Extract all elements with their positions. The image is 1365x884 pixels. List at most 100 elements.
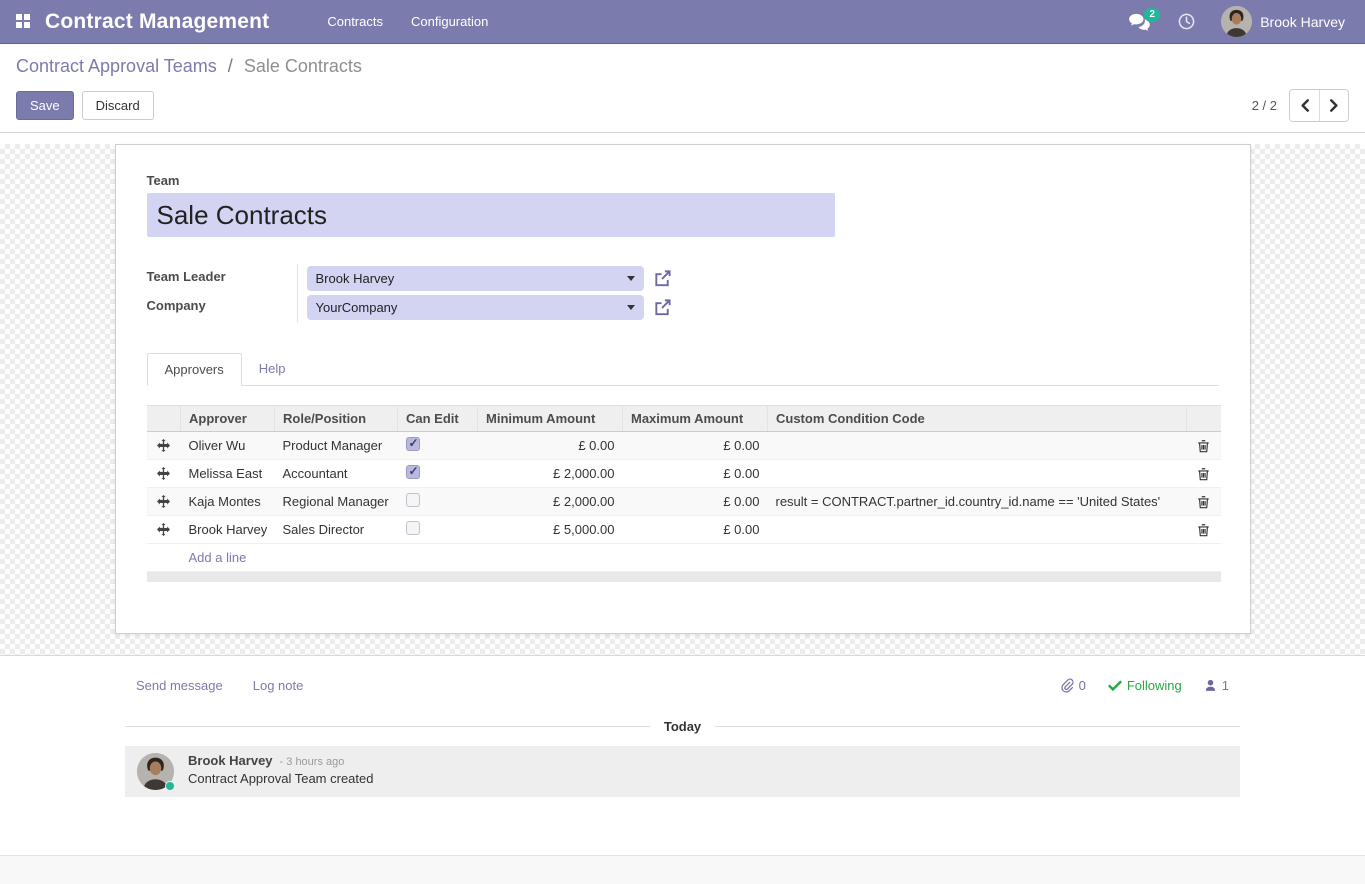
condition-code-cell[interactable]: [767, 515, 1187, 544]
min-amount-cell[interactable]: £ 2,000.00: [477, 487, 623, 516]
can-edit-cell: [397, 431, 478, 460]
role-column-header[interactable]: Role/Position: [274, 405, 398, 432]
check-icon: [1107, 679, 1122, 692]
role-cell[interactable]: Accountant: [274, 459, 398, 488]
can-edit-checkbox[interactable]: [405, 521, 420, 535]
can-edit-checkbox[interactable]: [405, 464, 420, 479]
add-line-row: Add a line: [146, 543, 1221, 572]
team-leader-external-link-icon[interactable]: [653, 269, 672, 288]
min-amount-cell[interactable]: £ 5,000.00: [477, 515, 623, 544]
can-edit-cell: [397, 487, 478, 516]
app-title[interactable]: Contract Management: [45, 9, 270, 33]
messages-count-badge: 2: [1144, 7, 1161, 22]
condition-code-column-header[interactable]: Custom Condition Code: [767, 405, 1187, 432]
approver-cell[interactable]: Kaja Montes: [180, 487, 275, 516]
messages-menu-button[interactable]: 2: [1116, 5, 1162, 39]
chevron-left-icon: [1299, 99, 1310, 112]
form-background: Team Team Leader Brook Harvey Company: [0, 144, 1365, 656]
activities-menu-button[interactable]: [1166, 5, 1207, 38]
menu-contracts[interactable]: Contracts: [327, 14, 383, 29]
apps-menu-icon[interactable]: [16, 14, 31, 29]
table-header-row: Approver Role/Position Can Edit Minimum …: [146, 405, 1221, 432]
pager-value: 2 / 2: [1251, 98, 1277, 113]
delete-row-icon[interactable]: [1186, 459, 1221, 488]
max-amount-cell[interactable]: £ 0.00: [622, 459, 768, 488]
breadcrumb: Contract Approval Teams / Sale Contracts: [16, 56, 1349, 77]
chevron-down-icon: [626, 276, 635, 281]
approver-cell[interactable]: Melissa East: [180, 459, 275, 488]
chatter: Send message Log note 0 Following 1: [125, 656, 1241, 797]
form-sheet: Team Team Leader Brook Harvey Company: [114, 144, 1251, 634]
attachments-count: 0: [1078, 678, 1086, 693]
followers-button[interactable]: 1: [1204, 678, 1229, 693]
max-amount-cell[interactable]: £ 0.00: [622, 431, 768, 460]
pager-previous-button[interactable]: [1290, 90, 1319, 121]
tab-approvers[interactable]: Approvers: [146, 353, 242, 386]
chevron-right-icon: [1329, 99, 1340, 112]
notebook-tabs: Approvers Help: [146, 352, 1219, 386]
delete-row-icon[interactable]: [1186, 487, 1221, 516]
condition-code-cell[interactable]: [767, 459, 1187, 488]
log-note-button[interactable]: Log note: [252, 678, 304, 693]
min-amount-cell[interactable]: £ 0.00: [477, 431, 623, 460]
drag-handle-icon[interactable]: [146, 515, 181, 544]
save-button[interactable]: Save: [16, 91, 74, 120]
user-menu-button[interactable]: Brook Harvey: [1211, 2, 1351, 41]
min-amount-cell[interactable]: £ 2,000.00: [477, 459, 623, 488]
person-icon: [1204, 679, 1217, 692]
team-leader-value: Brook Harvey: [315, 271, 395, 286]
max-amount-cell[interactable]: £ 0.00: [622, 515, 768, 544]
breadcrumb-current: Sale Contracts: [243, 56, 362, 76]
drag-handle-icon[interactable]: [146, 459, 181, 488]
role-cell[interactable]: Sales Director: [274, 515, 398, 544]
can-edit-checkbox[interactable]: [405, 493, 420, 507]
can-edit-cell: [397, 515, 478, 544]
paperclip-icon: [1060, 678, 1074, 693]
drag-handle-icon[interactable]: [146, 487, 181, 516]
message-timestamp: - 3 hours ago: [279, 756, 345, 768]
table-footer-bar: [146, 572, 1221, 582]
company-external-link-icon[interactable]: [653, 298, 672, 317]
tab-help[interactable]: Help: [258, 361, 286, 376]
team-field-label: Team: [146, 173, 180, 188]
add-a-line-link[interactable]: Add a line: [188, 550, 247, 565]
following-button[interactable]: Following: [1107, 678, 1182, 693]
discard-button[interactable]: Discard: [81, 91, 154, 120]
delete-row-icon[interactable]: [1186, 431, 1221, 460]
control-panel: Contract Approval Teams / Sale Contracts…: [0, 44, 1365, 133]
attachments-button[interactable]: 0: [1060, 678, 1086, 693]
condition-code-cell[interactable]: result = CONTRACT.partner_id.country_id.…: [767, 487, 1187, 516]
message-author[interactable]: Brook Harvey: [188, 753, 273, 768]
role-cell[interactable]: Regional Manager: [274, 487, 398, 516]
drag-handle-icon[interactable]: [146, 431, 181, 460]
delete-row-icon[interactable]: [1186, 515, 1221, 544]
table-row[interactable]: Oliver Wu Product Manager £ 0.00 £ 0.00: [146, 431, 1221, 460]
condition-code-cell[interactable]: [767, 431, 1187, 460]
user-name: Brook Harvey: [1260, 13, 1345, 30]
online-status-dot: [165, 781, 175, 791]
can-edit-column-header[interactable]: Can Edit: [397, 405, 478, 432]
approver-cell[interactable]: Brook Harvey: [180, 515, 275, 544]
max-amount-column-header[interactable]: Maximum Amount: [622, 405, 768, 432]
team-name-input[interactable]: [146, 193, 835, 237]
table-row[interactable]: Brook Harvey Sales Director £ 5,000.00 £…: [146, 515, 1221, 544]
min-amount-column-header[interactable]: Minimum Amount: [477, 405, 623, 432]
company-label: Company: [147, 293, 298, 322]
approver-cell[interactable]: Oliver Wu: [180, 431, 275, 460]
can-edit-checkbox[interactable]: [405, 436, 420, 451]
can-edit-cell: [397, 459, 478, 488]
breadcrumb-parent-link[interactable]: Contract Approval Teams: [16, 56, 217, 76]
approver-column-header[interactable]: Approver: [180, 405, 275, 432]
approvers-table: Approver Role/Position Can Edit Minimum …: [146, 405, 1221, 572]
table-row[interactable]: Kaja Montes Regional Manager £ 2,000.00 …: [146, 487, 1221, 516]
send-message-button[interactable]: Send message: [136, 678, 223, 693]
table-row[interactable]: Melissa East Accountant £ 2,000.00 £ 0.0…: [146, 459, 1221, 488]
team-leader-select[interactable]: Brook Harvey: [306, 266, 644, 291]
pager-next-button[interactable]: [1319, 90, 1348, 121]
date-divider-label: Today: [663, 719, 702, 734]
menu-configuration[interactable]: Configuration: [410, 14, 489, 29]
chat-bubbles-icon: [1128, 13, 1150, 31]
company-select[interactable]: YourCompany: [306, 295, 644, 320]
max-amount-cell[interactable]: £ 0.00: [622, 487, 768, 516]
role-cell[interactable]: Product Manager: [274, 431, 398, 460]
